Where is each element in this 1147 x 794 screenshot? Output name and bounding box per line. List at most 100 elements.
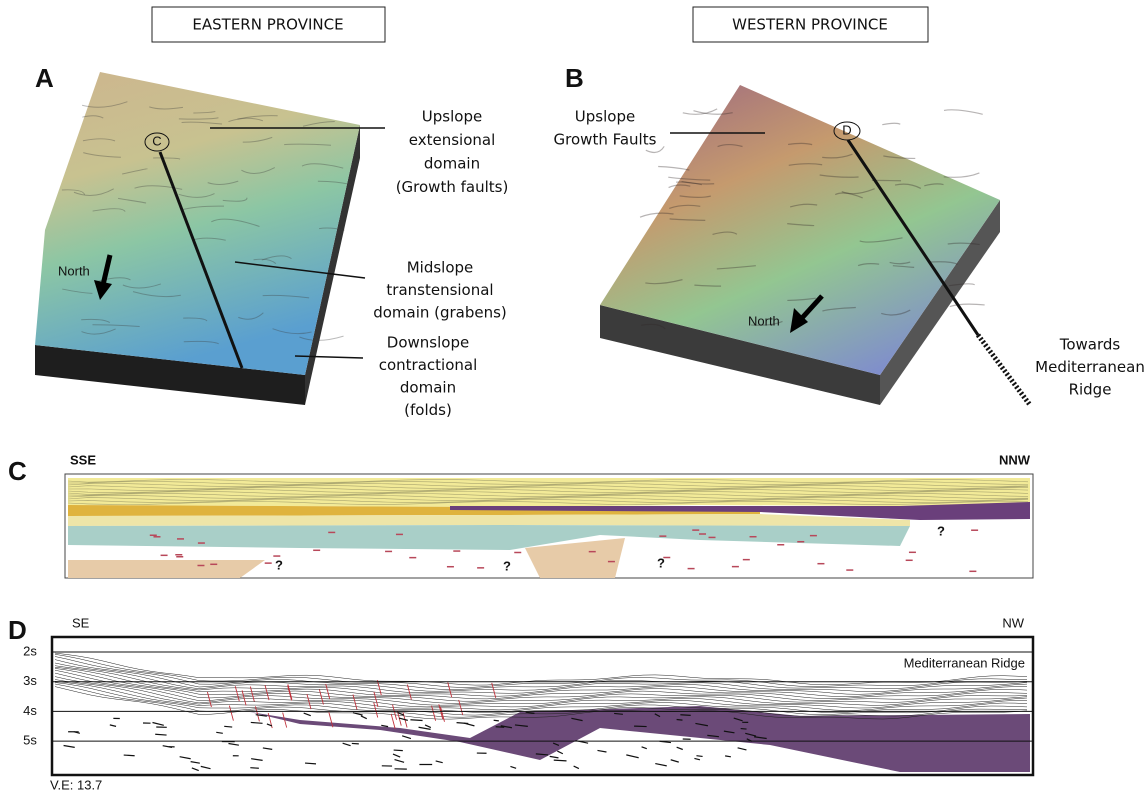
dash: [597, 750, 606, 752]
fault-trace: [882, 123, 900, 124]
unknown: ?: [937, 523, 945, 538]
dash: [642, 747, 647, 749]
north-label: North: [748, 313, 780, 328]
annotation-line: extensional: [409, 131, 495, 149]
dash: [124, 755, 135, 756]
fault: [242, 690, 246, 705]
annotation-line: domain (grabens): [373, 304, 507, 322]
dash: [251, 759, 262, 761]
dash: [410, 720, 422, 721]
dash: [74, 732, 80, 734]
dash: [550, 756, 559, 758]
dash: [343, 743, 351, 745]
figure: EASTERN PROVINCE WESTERN PROVINCE A C No…: [0, 0, 1147, 794]
marker-label: C: [152, 133, 161, 148]
reflector: [55, 657, 1027, 690]
unknown: ?: [657, 555, 665, 570]
unknown: ?: [275, 557, 283, 572]
time-label: 2s: [23, 643, 37, 658]
block-surface: [35, 72, 360, 375]
annotation-line: Ridge: [1069, 381, 1112, 399]
dash: [510, 766, 516, 768]
page: EASTERN PROVINCE WESTERN PROVINCE A C No…: [0, 0, 1147, 794]
dash: [694, 758, 700, 759]
dash: [251, 722, 263, 723]
fault: [492, 683, 496, 698]
fault: [391, 714, 395, 729]
annotation-line: Downslope: [387, 334, 469, 352]
fault-trace: [658, 166, 689, 170]
dash: [680, 715, 690, 716]
dash: [201, 766, 211, 768]
dash: [192, 768, 199, 771]
dash: [496, 727, 505, 728]
annotation-line: Midslope: [407, 259, 474, 277]
direction-label: SSE: [70, 452, 96, 467]
time-label: 5s: [23, 733, 37, 748]
fault: [353, 694, 357, 709]
fault: [459, 700, 463, 715]
fault: [319, 689, 323, 704]
dash: [738, 748, 747, 750]
annotation-line: Towards: [1059, 336, 1121, 354]
annotation-line: domain: [400, 379, 456, 397]
reflector: [55, 654, 1027, 687]
unknown: ?: [503, 558, 511, 573]
panel-label: C: [8, 456, 27, 486]
dash: [304, 713, 311, 716]
dash: [557, 751, 562, 754]
fault-trace: [944, 110, 983, 114]
annotation-line: domain: [424, 155, 480, 173]
fault-trace: [950, 304, 985, 306]
dash: [574, 766, 579, 768]
dash: [399, 718, 408, 720]
fault-trace: [944, 173, 980, 177]
dash: [671, 760, 679, 762]
direction-label: NW: [1002, 615, 1024, 630]
dash: [464, 723, 475, 726]
dash: [64, 745, 75, 747]
dash: [436, 761, 443, 763]
note: V.E: 13.7: [50, 777, 102, 792]
direction-label: NNW: [999, 452, 1031, 467]
north-label: North: [58, 263, 90, 278]
annotation-line: (Growth faults): [396, 178, 509, 196]
marker-label: D: [842, 122, 851, 137]
annotation-line: Growth Faults: [554, 131, 657, 149]
dash: [395, 760, 405, 763]
annotation-line: Upslope: [422, 108, 482, 126]
annotation-line: contractional: [379, 356, 478, 374]
time-label: 3s: [23, 673, 37, 688]
dash: [224, 726, 232, 727]
annotation-line: Mediterranean: [1035, 358, 1145, 376]
dash: [250, 768, 259, 769]
dash: [494, 720, 499, 721]
dash: [425, 725, 431, 728]
panel-label: A: [35, 63, 54, 93]
dash: [305, 763, 316, 764]
layer: [68, 560, 265, 578]
panel-label: D: [8, 615, 27, 645]
dash: [191, 762, 200, 764]
direction-label: SE: [72, 615, 90, 630]
dash: [152, 722, 163, 725]
purple-unit: [250, 706, 1030, 772]
annotation-line: (folds): [404, 401, 452, 419]
dash: [228, 744, 238, 746]
header: WESTERN PROVINCE: [732, 16, 888, 34]
annotation: Mediterranean Ridge: [904, 655, 1025, 670]
annotation-line: transtensional: [386, 281, 493, 299]
dash: [180, 757, 191, 759]
dash: [725, 756, 731, 757]
fault: [448, 682, 452, 697]
profile-extension: [978, 335, 1030, 405]
fault: [288, 685, 292, 700]
dash: [655, 764, 666, 766]
panel-label: B: [565, 63, 584, 93]
dash: [554, 760, 567, 761]
fault: [250, 687, 254, 702]
dash: [263, 748, 272, 749]
dash: [419, 727, 431, 729]
dash: [361, 716, 367, 719]
dash: [393, 754, 400, 757]
